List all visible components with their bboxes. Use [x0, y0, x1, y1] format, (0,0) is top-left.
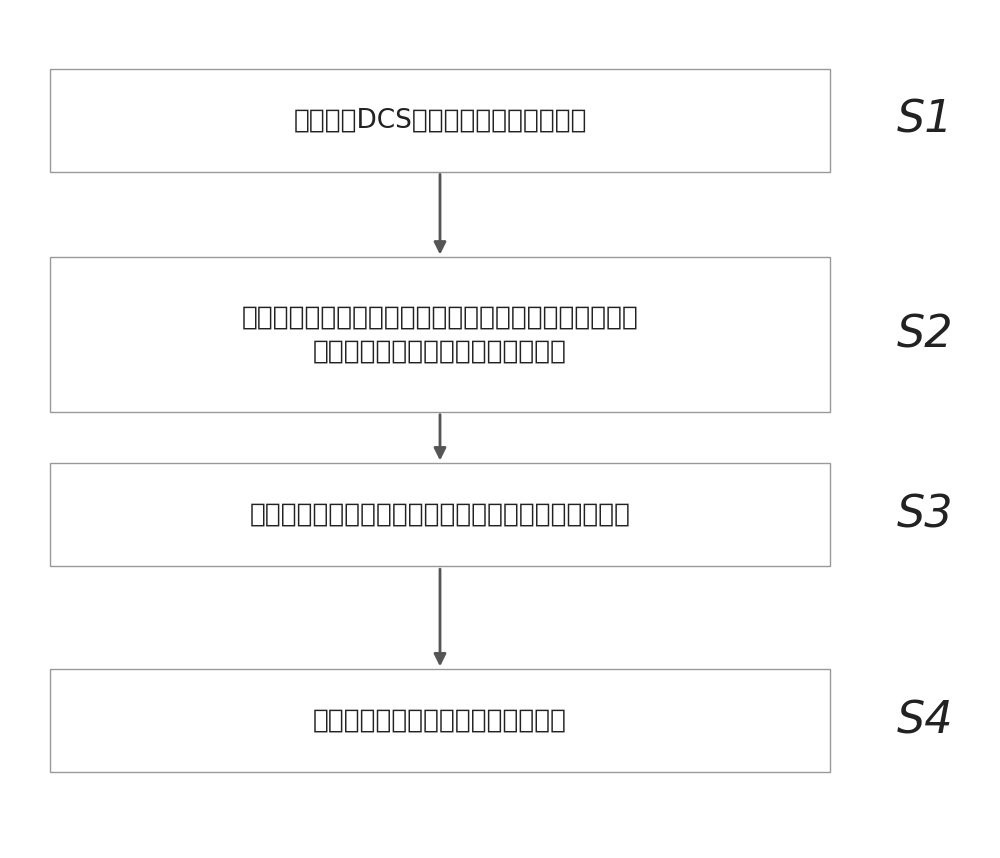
Text: S4: S4 [897, 699, 953, 742]
Text: 生成供应商功能图在项目管理器结构下的存储组织视图: 生成供应商功能图在项目管理器结构下的存储组织视图 [249, 502, 631, 528]
Bar [50, 669, 830, 772]
Bar [50, 69, 830, 172]
Text: 分析设计院控制逻辑图的属性信息，并根据属性信息将设: 分析设计院控制逻辑图的属性信息，并根据属性信息将设 [242, 305, 638, 330]
Text: S1: S1 [897, 99, 953, 142]
Text: S2: S2 [897, 313, 953, 356]
Text: 以项目管理器结构显示供应商功能图: 以项目管理器结构显示供应商功能图 [313, 708, 567, 734]
Bar [50, 257, 830, 412]
Text: S3: S3 [897, 493, 953, 536]
Bar [50, 463, 830, 566]
Text: 计院控制逻辑图转换为供应商功能图: 计院控制逻辑图转换为供应商功能图 [313, 339, 567, 365]
Text: 获取核电DCS工程中设计院控制逻辑图: 获取核电DCS工程中设计院控制逻辑图 [293, 107, 587, 133]
